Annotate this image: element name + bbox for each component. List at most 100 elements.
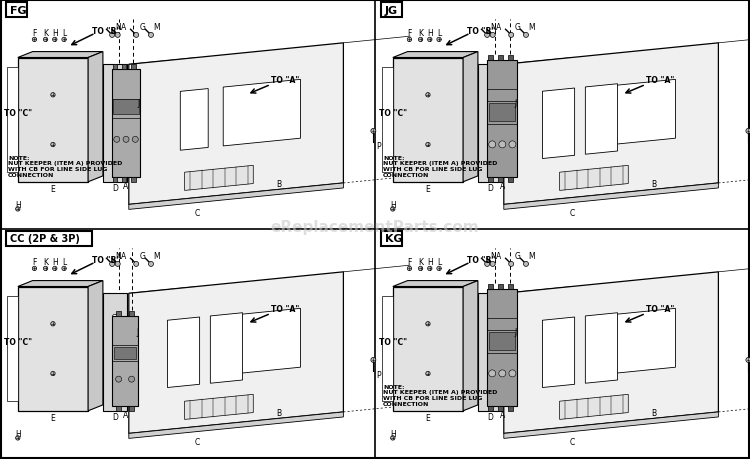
Circle shape	[116, 376, 122, 382]
Circle shape	[509, 34, 514, 38]
Text: eReplacementParts.com: eReplacementParts.com	[271, 220, 479, 235]
Text: G: G	[140, 23, 146, 32]
Text: E: E	[50, 414, 55, 422]
Text: D: D	[112, 184, 118, 193]
Circle shape	[116, 34, 120, 38]
Polygon shape	[393, 52, 478, 58]
Circle shape	[436, 267, 441, 271]
Text: H: H	[390, 429, 396, 438]
Polygon shape	[585, 84, 617, 155]
Circle shape	[370, 129, 376, 134]
Circle shape	[370, 358, 376, 363]
Circle shape	[112, 314, 118, 319]
Bar	[508, 56, 513, 61]
Text: H: H	[52, 29, 58, 38]
Polygon shape	[504, 412, 718, 438]
Circle shape	[51, 93, 56, 98]
Bar	[489, 104, 515, 122]
Bar	[508, 284, 513, 289]
Text: N: N	[116, 252, 121, 261]
Bar	[381, 3, 402, 18]
Circle shape	[32, 38, 37, 43]
Polygon shape	[18, 52, 103, 58]
Circle shape	[746, 358, 750, 363]
Text: TO "A": TO "A"	[646, 305, 675, 313]
Circle shape	[509, 262, 514, 267]
Circle shape	[112, 157, 118, 162]
Bar	[112, 178, 117, 183]
Text: TO "B": TO "B"	[92, 27, 121, 36]
Bar	[498, 284, 502, 289]
Bar	[393, 287, 463, 411]
Bar	[6, 3, 27, 18]
Circle shape	[509, 141, 516, 149]
Bar	[382, 297, 393, 401]
Bar	[498, 56, 502, 61]
Text: B: B	[277, 179, 281, 189]
Text: A: A	[121, 252, 126, 261]
Polygon shape	[184, 394, 254, 420]
Text: J: J	[138, 99, 140, 108]
Polygon shape	[463, 52, 478, 182]
Circle shape	[112, 86, 118, 91]
Circle shape	[110, 34, 115, 38]
Text: L: L	[437, 29, 441, 38]
Bar	[8, 68, 18, 173]
Text: E: E	[425, 185, 430, 194]
Bar	[114, 347, 136, 359]
Polygon shape	[560, 166, 628, 191]
Circle shape	[51, 371, 56, 376]
Text: K: K	[43, 29, 48, 38]
Text: C: C	[570, 208, 575, 218]
Bar	[131, 178, 136, 183]
Bar	[381, 231, 402, 246]
Text: M: M	[154, 23, 160, 32]
Text: H: H	[390, 201, 396, 209]
Polygon shape	[504, 272, 718, 433]
Text: P: P	[376, 141, 381, 150]
Text: D: D	[112, 412, 118, 421]
Circle shape	[51, 322, 56, 326]
Text: TO "A": TO "A"	[272, 305, 300, 313]
Polygon shape	[542, 317, 574, 388]
Text: NOTE:
NUT KEEPER (ITEM A) PROVIDED
WITH CB FOR LINE SIDE LUG
CONNECTION: NOTE: NUT KEEPER (ITEM A) PROVIDED WITH …	[8, 155, 122, 178]
Polygon shape	[224, 308, 301, 375]
Polygon shape	[463, 281, 478, 411]
Circle shape	[488, 314, 493, 319]
Polygon shape	[18, 281, 103, 287]
Bar	[122, 65, 127, 70]
Bar	[382, 68, 393, 173]
Polygon shape	[542, 89, 574, 159]
Circle shape	[51, 143, 56, 147]
Text: H: H	[15, 429, 21, 438]
Text: NOTE:
NUT KEEPER (ITEM A) PROVIDED
WITH CB FOR LINE SIDE LUG
CONNECTION: NOTE: NUT KEEPER (ITEM A) PROVIDED WITH …	[383, 384, 497, 406]
Text: J: J	[514, 99, 517, 108]
Circle shape	[53, 267, 57, 271]
Circle shape	[499, 141, 506, 149]
Bar	[103, 294, 127, 411]
Circle shape	[62, 38, 66, 43]
Text: G: G	[140, 252, 146, 261]
Text: D: D	[487, 412, 493, 421]
Polygon shape	[560, 394, 628, 420]
Bar	[393, 58, 463, 182]
Circle shape	[490, 34, 495, 38]
Circle shape	[123, 137, 129, 143]
Circle shape	[426, 143, 430, 147]
Text: FG: FG	[10, 6, 27, 16]
Circle shape	[427, 267, 432, 271]
Circle shape	[488, 385, 493, 390]
Text: TO "A": TO "A"	[272, 76, 300, 85]
Bar	[6, 231, 92, 246]
Circle shape	[128, 376, 134, 382]
Text: A: A	[496, 252, 501, 261]
Bar	[103, 65, 127, 182]
Text: F: F	[32, 29, 37, 38]
Bar	[508, 178, 513, 183]
Text: A: A	[122, 410, 128, 419]
Text: H: H	[52, 257, 58, 266]
Text: H: H	[427, 29, 433, 38]
Circle shape	[44, 38, 48, 43]
Circle shape	[110, 262, 115, 267]
Text: P: P	[376, 370, 381, 379]
